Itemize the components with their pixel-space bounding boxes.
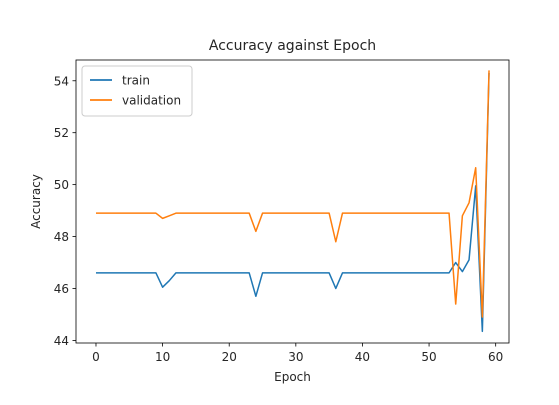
y-tick-label: 50 (54, 178, 69, 192)
x-tick-label: 50 (421, 350, 436, 364)
y-tick-label: 44 (54, 334, 69, 348)
y-tick-label: 52 (54, 126, 69, 140)
y-tick-label: 48 (54, 230, 69, 244)
x-tick-label: 40 (355, 350, 370, 364)
x-tick-label: 20 (222, 350, 237, 364)
y-axis-label: Accuracy (29, 174, 43, 229)
x-tick-label: 30 (288, 350, 303, 364)
series-line-train (95, 72, 490, 333)
y-axis: 44 46 48 50 52 54 (54, 74, 76, 348)
legend-box (81, 65, 193, 117)
axes-frame (75, 59, 510, 344)
y-tick-label: 54 (54, 74, 69, 88)
x-tick-label: 0 (92, 350, 100, 364)
y-tick-label: 46 (54, 282, 69, 296)
legend-label-train: train (122, 74, 150, 88)
legend: train validation (81, 65, 193, 117)
x-axis: 0 10 20 30 40 50 60 (92, 343, 503, 364)
x-axis-label: Epoch (274, 370, 311, 384)
x-tick-label: 10 (155, 350, 170, 364)
chart-title: Accuracy against Epoch (209, 38, 376, 54)
plot-area (95, 70, 490, 333)
x-tick-label: 60 (488, 350, 503, 364)
series-line-validation (95, 70, 490, 318)
legend-label-validation: validation (122, 94, 181, 108)
